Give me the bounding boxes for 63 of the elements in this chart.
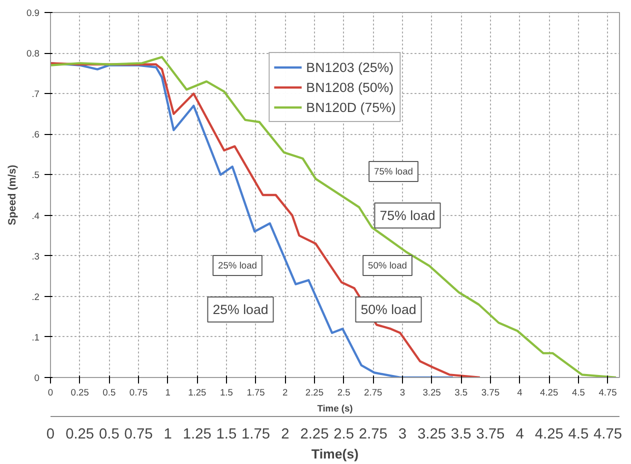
x2-tick-label: 2.5: [334, 426, 354, 442]
x-tick-label: 4: [517, 388, 522, 398]
x-tick-label: 3.25: [422, 388, 441, 398]
y-tick-label: .1: [32, 332, 40, 342]
y-tick-label: .6: [32, 130, 40, 140]
x2-tick-label: 1: [164, 426, 172, 442]
x2-tick-label: 4.75: [594, 426, 622, 442]
x-tick-label: 2: [282, 388, 288, 398]
x-tick-label: 3.5: [454, 388, 468, 398]
x-tick-label: 4.75: [598, 388, 617, 398]
x-tick-label: 0.75: [129, 388, 148, 398]
x-tick-label: 1.5: [220, 388, 233, 398]
x2-axis-title: Time(s): [311, 446, 359, 462]
y-tick-label: .2: [32, 292, 40, 302]
x2-tick-label: 3: [398, 426, 407, 442]
x2-tick-label: 0.5: [98, 426, 120, 442]
x-tick-label: 1: [165, 388, 170, 398]
x-tick-label: 2.5: [337, 388, 350, 398]
x-tick-label: 2.25: [305, 388, 324, 398]
x2-tick-label: 2.25: [300, 426, 329, 442]
x2-tick-label: 3.5: [450, 426, 472, 442]
x-tick-label: 0.5: [102, 388, 116, 398]
x-tick-label: 0: [48, 388, 54, 398]
legend-label: BN1208 (50%): [306, 80, 394, 94]
x-tick-label: 1.25: [188, 388, 206, 398]
annotation: 50% load: [360, 302, 416, 317]
x2-tick-label: 4.25: [534, 426, 564, 442]
x2-tick-label: 2.75: [358, 426, 388, 442]
annotation: 75% load: [374, 166, 413, 176]
x-tick-label: 4.25: [540, 388, 558, 398]
x2-tick-label: 1.5: [216, 426, 237, 442]
x-tick-label: 3: [400, 388, 406, 398]
y-tick-label: .3: [32, 251, 40, 262]
x2-tick-label: 1.25: [182, 426, 212, 442]
annotation: 25% load: [218, 260, 257, 270]
x-axis-title: Time (s): [317, 404, 353, 414]
y-tick-label: 0: [34, 373, 40, 383]
x-tick-label: 4.5: [572, 388, 585, 398]
legend-label: BN1203 (25%): [306, 60, 394, 74]
x2-tick-label: 3.75: [476, 426, 505, 442]
x-tick-label: 1.75: [246, 388, 265, 398]
x2-tick-label: 0.25: [66, 426, 94, 442]
x2-tick-label: 3.25: [418, 426, 446, 442]
x2-tick-label: 0.75: [124, 426, 153, 442]
annotation: 50% load: [368, 260, 407, 270]
x2-tick-label: 2: [281, 426, 290, 442]
x2-tick-label: 0: [46, 426, 55, 442]
y-tick-label: 0.9: [26, 8, 40, 18]
x-tick-label: 0.25: [70, 388, 89, 398]
x2-tick-label: 4.5: [568, 426, 589, 442]
annotation: 75% load: [380, 208, 436, 223]
annotation: 25% load: [212, 302, 268, 317]
y-tick-label: .4: [32, 210, 40, 221]
y-tick-label: .5: [32, 170, 40, 180]
y-tick-label: 0.8: [26, 48, 40, 59]
y-tick-label: .7: [32, 89, 40, 100]
y-axis-title: Speed (m/s): [6, 164, 19, 226]
legend-label: BN120D (75%): [306, 100, 396, 114]
x2-tick-label: 1.75: [242, 426, 270, 442]
x2-tick-label: 4: [516, 426, 524, 442]
line-series: [50, 56, 618, 378]
x-tick-label: 3.75: [481, 388, 500, 398]
x-tick-label: 2.75: [364, 388, 382, 398]
